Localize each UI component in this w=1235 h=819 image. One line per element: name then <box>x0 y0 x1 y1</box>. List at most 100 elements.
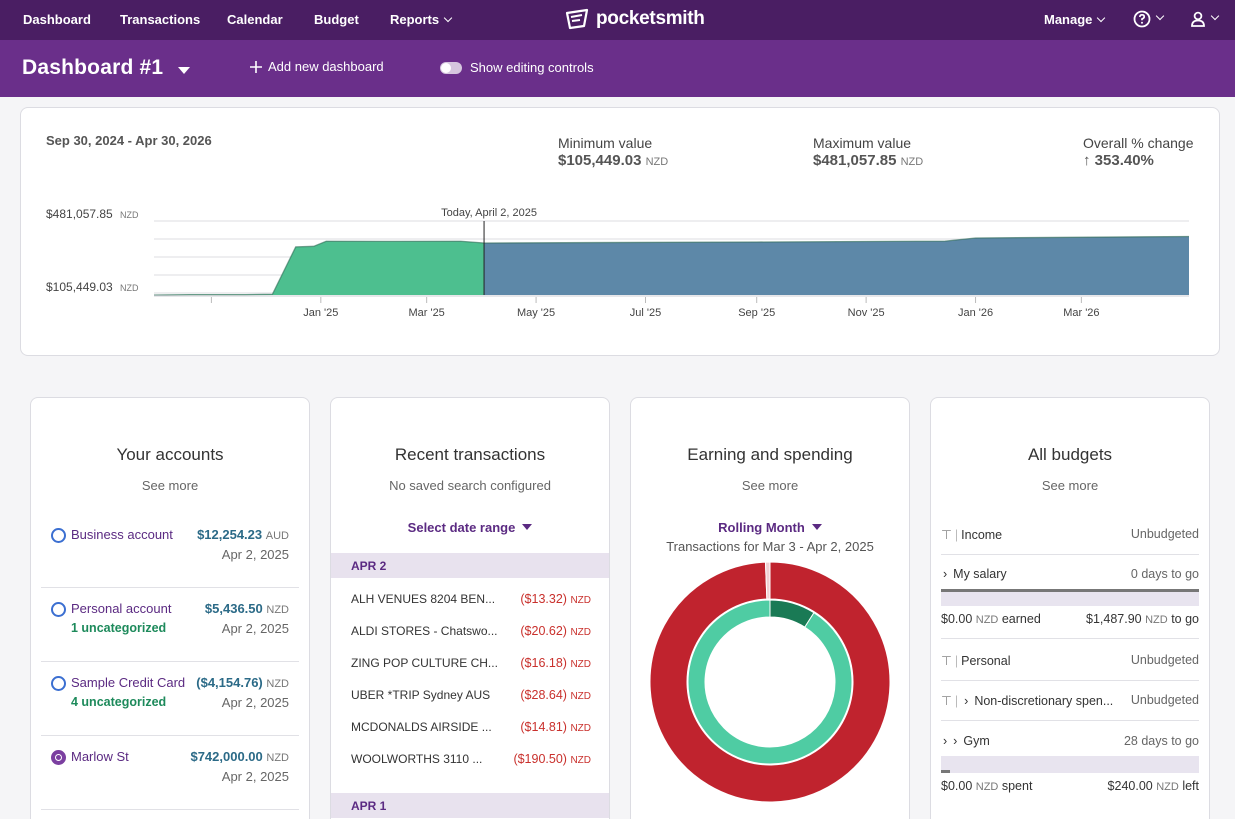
chevron-down-icon <box>1097 13 1106 23</box>
account-name[interactable]: Personal account <box>71 601 172 616</box>
transaction-description: UBER *TRIP Sydney AUS <box>351 688 491 702</box>
gym-spent: $0.00 <box>941 779 973 793</box>
budget-row-non-discretionary[interactable]: ⊤ | › Non-discretionary spen... Unbudgeted <box>941 693 1199 708</box>
date-range-label: Select date range <box>407 520 516 535</box>
account-name[interactable]: Marlow St <box>71 749 129 764</box>
transaction-row[interactable]: UBER *TRIP Sydney AUS ($28.64) NZD <box>351 688 591 702</box>
add-dashboard-button[interactable]: Add new dashboard <box>250 59 384 74</box>
balance-forecast-card: Sep 30, 2024 - Apr 30, 2026 Minimum valu… <box>20 107 1220 356</box>
accounts-see-more[interactable]: See more <box>141 478 199 493</box>
x-tick-label: Mar '26 <box>1063 307 1099 319</box>
nav-budget[interactable]: Budget <box>314 12 359 27</box>
outer-ring-slice[interactable] <box>764 561 771 600</box>
gym-progress-fill <box>941 770 950 773</box>
budgets-title: All budgets <box>1027 445 1113 464</box>
transaction-amount: ($20.62) <box>520 624 567 638</box>
editing-controls-label: Show editing controls <box>470 60 594 75</box>
nav-dashboard[interactable]: Dashboard <box>23 12 91 27</box>
account-name[interactable]: Business account <box>71 527 173 542</box>
nav-manage[interactable]: Manage <box>1044 12 1106 27</box>
percent-change-stat: Overall % change ↑ 353.40% <box>1083 135 1194 169</box>
budget-row-income[interactable]: ⊤ | Income Unbudgeted <box>941 527 1199 542</box>
user-menu[interactable] <box>1190 10 1220 28</box>
transaction-row[interactable]: ALDI STORES - Chatswo... ($20.62) NZD <box>351 624 591 638</box>
maximum-value-label: Maximum value <box>813 135 912 151</box>
budget-label: Income <box>961 528 1003 542</box>
help-icon <box>1133 10 1151 28</box>
logo[interactable]: pocketsmith <box>564 8 705 30</box>
currency: NZD <box>975 781 999 793</box>
transaction-currency: NZD <box>570 755 591 766</box>
date-range-select[interactable]: Select date range <box>331 520 609 535</box>
period-select[interactable]: Rolling Month <box>631 520 909 535</box>
period-description: Transactions for Mar 3 - Apr 2, 2025 <box>666 539 874 554</box>
arrow-up-icon: ↑ <box>1083 152 1091 169</box>
chevron-down-icon <box>1155 12 1165 21</box>
uncategorized-link[interactable]: 4 uncategorized <box>71 695 167 709</box>
account-currency: AUD <box>265 530 289 542</box>
minimum-value: $105,449.03 <box>558 152 642 169</box>
nav-manage-label: Manage <box>1044 12 1093 27</box>
currency: NZD <box>1156 781 1179 793</box>
x-tick-label: Jan '26 <box>958 307 993 319</box>
plus-icon <box>250 60 262 73</box>
transaction-description: ALH VENUES 8204 BEN... <box>351 592 496 606</box>
inner-ring-slice[interactable] <box>687 599 853 765</box>
budget-status: Unbudgeted <box>1130 653 1199 667</box>
dashboard-title[interactable]: Dashboard #1 <box>22 56 164 79</box>
account-row[interactable]: Sample Credit Card ($4,154.76) NZD 4 unc… <box>41 662 299 736</box>
account-name[interactable]: Sample Credit Card <box>71 675 186 690</box>
nav-transactions[interactable]: Transactions <box>120 12 201 27</box>
account-date: Apr 2, 2025 <box>221 769 289 784</box>
transaction-amount: ($13.32) <box>520 592 567 606</box>
transaction-description: WOOLWORTHS 3110 ... <box>351 752 483 766</box>
forecast-balance-area-line <box>484 235 1190 244</box>
account-row[interactable]: Personal account $5,436.50 NZD 1 uncateg… <box>41 588 299 662</box>
transaction-row[interactable]: MCDONALDS AIRSIDE ... ($14.81) NZD <box>351 720 591 734</box>
x-tick-label: May '25 <box>517 307 555 319</box>
transaction-amount: ($190.50) <box>513 752 567 766</box>
transaction-currency: NZD <box>570 659 591 670</box>
gym-progress-bar <box>941 756 1199 773</box>
budget-row-gym[interactable]: › › Gym 28 days to go <box>941 734 1199 748</box>
transaction-row[interactable]: ALH VENUES 8204 BEN... ($13.32) NZD <box>351 592 591 606</box>
account-date: Apr 2, 2025 <box>221 621 289 636</box>
transaction-row[interactable]: WOOLWORTHS 3110 ... ($190.50) NZD <box>351 752 591 766</box>
dashboard-dropdown-icon[interactable] <box>178 67 190 74</box>
outer-ring-slice[interactable] <box>649 561 891 803</box>
account-date: Apr 2, 2025 <box>221 547 289 562</box>
salary-earned: $0.00 <box>941 612 973 626</box>
pocketsmith-logo-icon <box>565 8 589 30</box>
account-row[interactable]: Business account $12,254.23 AUD Apr 2, 2… <box>41 514 299 588</box>
budget-row-salary[interactable]: › My salary 0 days to go <box>941 567 1199 581</box>
nav-reports[interactable]: Reports <box>390 12 453 27</box>
salary-earned-label: earned <box>1001 612 1041 626</box>
help-menu[interactable] <box>1133 10 1165 28</box>
day-group-header: APR 2 <box>331 553 609 578</box>
maximum-value-currency: NZD <box>900 156 924 168</box>
uncategorized-link[interactable]: 1 uncategorized <box>71 621 167 635</box>
y-tick-currency: NZD <box>120 210 139 220</box>
budget-status: Unbudgeted <box>1130 527 1199 541</box>
transaction-row[interactable]: ZING POP CULTURE CH... ($16.18) NZD <box>351 656 591 670</box>
gym-spent-label: spent <box>1001 779 1033 793</box>
earning-spending-donut[interactable] <box>631 560 909 819</box>
budget-status: Unbudgeted <box>1130 693 1199 707</box>
property-icon <box>51 750 66 765</box>
budgets-see-more[interactable]: See more <box>1041 478 1099 493</box>
budget-label: Non-discretionary spen... <box>974 694 1114 708</box>
gym-remaining: $240.00 <box>1107 779 1153 793</box>
transaction-currency: NZD <box>570 691 591 702</box>
chevron-right-icon: › <box>953 734 958 748</box>
x-tick-label: Sep '25 <box>738 307 775 319</box>
account-currency: NZD <box>266 752 289 764</box>
editing-controls-toggle[interactable] <box>440 62 462 74</box>
earning-see-more[interactable]: See more <box>741 478 799 493</box>
divider <box>941 720 1199 721</box>
caret-down-icon <box>522 524 533 530</box>
budget-row-personal[interactable]: ⊤ | Personal Unbudgeted <box>941 653 1199 668</box>
nav-calendar[interactable]: Calendar <box>227 12 283 27</box>
account-row[interactable]: Marlow St $742,000.00 NZD Apr 2, 2025 <box>41 736 299 810</box>
y-tick-label: $481,057.85 <box>46 207 113 221</box>
